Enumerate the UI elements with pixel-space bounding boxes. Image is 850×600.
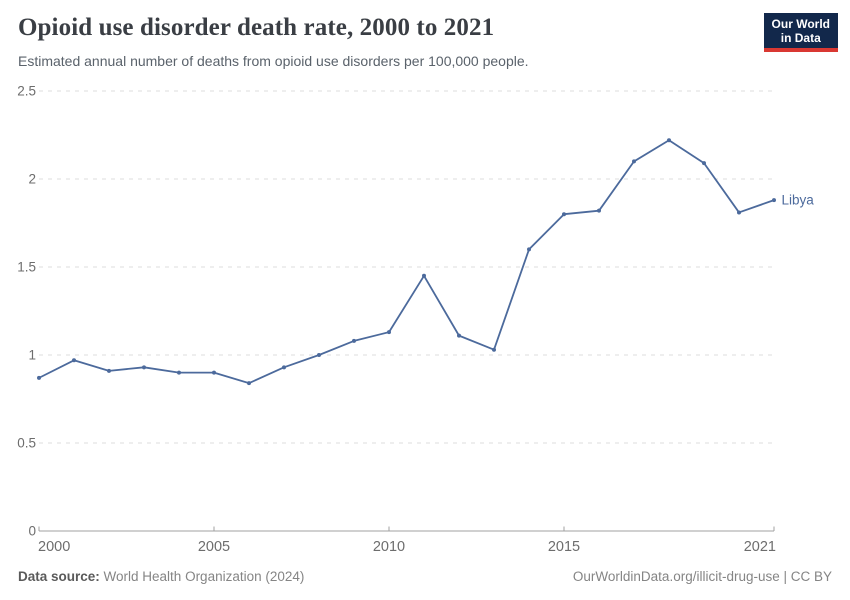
y-axis-tick-label: 2 [28,172,36,187]
data-point[interactable] [282,365,286,370]
data-source-note: Data source: World Health Organization (… [18,569,304,584]
owid-logo-line1: Our World [771,17,830,31]
data-point[interactable] [37,375,41,380]
x-axis-tick-label: 2015 [548,539,580,555]
data-point[interactable] [212,370,216,375]
data-point[interactable] [632,159,636,164]
data-point[interactable] [317,353,321,357]
y-axis-tick-label: 0.5 [17,436,36,451]
owid-logo[interactable]: Our World in Data [763,13,838,52]
data-point[interactable] [387,330,391,335]
data-point[interactable] [667,138,671,143]
data-point[interactable] [72,358,76,363]
y-axis-tick-label: 0 [28,524,36,539]
data-point[interactable] [702,161,706,166]
data-point[interactable] [142,365,146,370]
chart-subtitle: Estimated annual number of deaths from o… [18,53,529,69]
y-axis-tick-label: 1 [28,348,36,363]
data-point[interactable] [772,198,776,203]
data-point[interactable] [737,210,741,215]
owid-logo-line2: in Data [780,31,821,45]
y-axis-tick-label: 1.5 [17,260,36,275]
x-axis-tick-label: 2005 [198,539,230,555]
owid-link[interactable]: OurWorldinData.org/illicit-drug-use | CC… [572,569,832,584]
page-title: Opioid use disorder death rate, 2000 to … [18,14,495,41]
data-point[interactable] [492,347,496,352]
y-axis-tick-label: 2.5 [17,84,36,99]
data-point[interactable] [527,247,531,252]
data-point[interactable] [107,368,111,373]
x-axis-tick-label: 2021 [744,539,776,555]
data-point[interactable] [422,273,426,278]
x-axis-tick-label: 2010 [373,539,405,555]
data-point[interactable] [177,370,181,375]
data-line-libya[interactable] [38,139,775,385]
data-point[interactable] [457,333,461,338]
data-point[interactable] [352,338,356,343]
data-point[interactable] [247,381,251,386]
data-point[interactable] [562,212,566,217]
data-source-value: World Health Organization (2024) [99,569,305,584]
x-axis-tick-label: 2000 [38,539,70,555]
data-source-label: Data source: [18,569,100,584]
series-label-libya[interactable]: Libya [782,193,815,208]
data-point[interactable] [597,208,601,213]
